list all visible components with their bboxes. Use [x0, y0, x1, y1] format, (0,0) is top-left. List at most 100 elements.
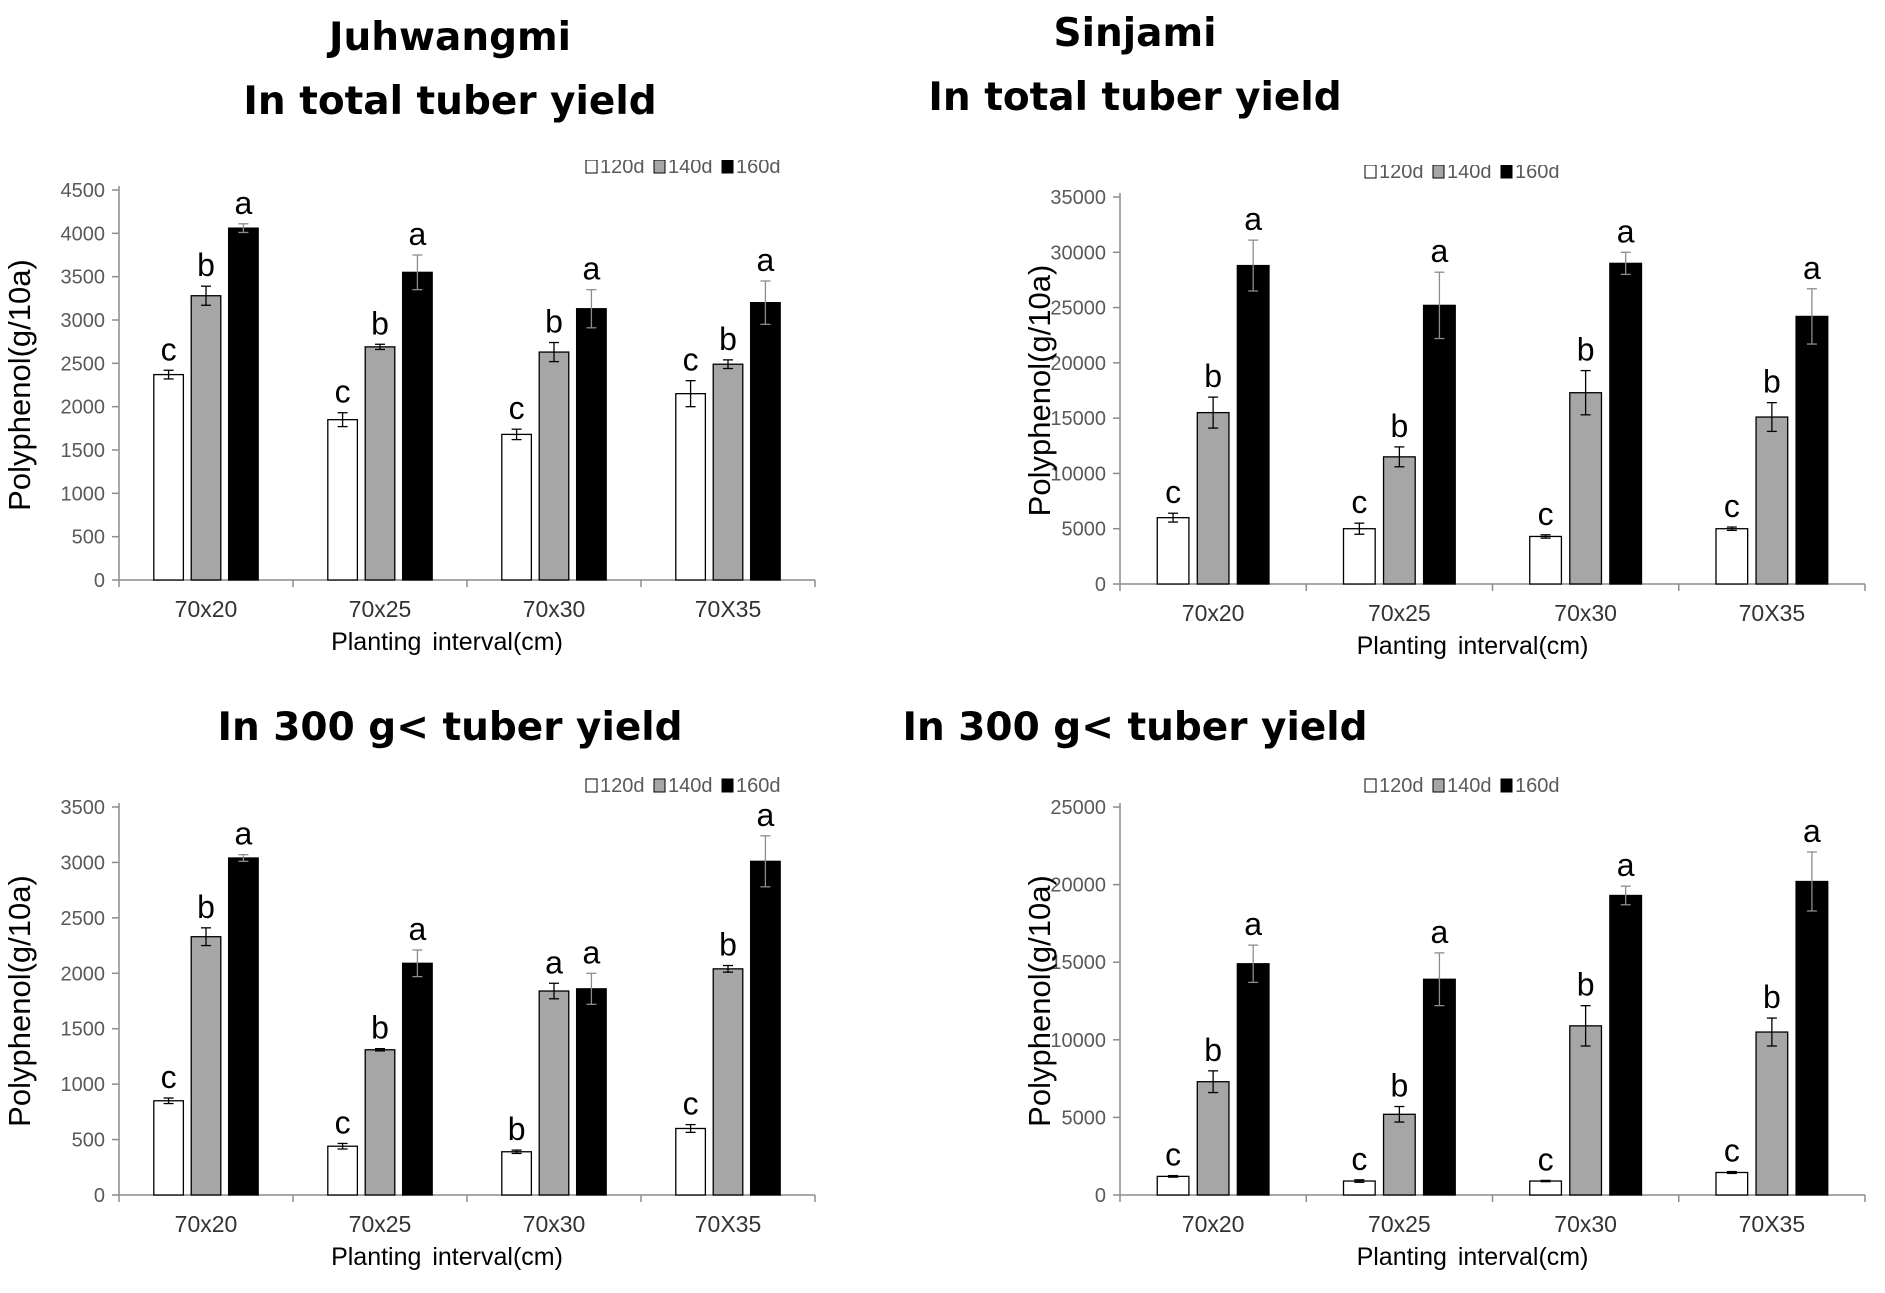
col-title-sinjami: Sinjami [1053, 11, 1217, 56]
x-tick-label: 70x30 [1554, 1211, 1617, 1237]
bar-140d-70x25 [1382, 456, 1416, 585]
bar-120d-70x25 [1342, 1180, 1376, 1196]
y-axis-label: Polyphenol(g/10a) [2, 259, 37, 511]
y-tick-label: 0 [1095, 1185, 1106, 1207]
bar-120d-70x20 [1156, 517, 1190, 585]
significance-letter: b [1577, 967, 1595, 1003]
y-axis-label: Polyphenol(g/10a) [1022, 875, 1057, 1127]
bar-140d-70x20 [1196, 411, 1230, 585]
significance-letter: a [1803, 250, 1821, 286]
bar-120d-70x20 [153, 1100, 185, 1196]
x-tick-label: 70x20 [1182, 600, 1245, 626]
x-tick-label: 70X35 [695, 1211, 762, 1237]
x-tick-label: 70x20 [175, 1211, 238, 1237]
significance-letter: a [235, 185, 253, 221]
juhwangmi-300g-yield-chart: 0 500 1000 1500 2000 2500 3000 3500 c b a 70x20 c b a 7… [2, 775, 816, 1271]
panel-title-sinjami-total: In total tuber yield [928, 75, 1342, 120]
significance-letter: b [1763, 364, 1781, 400]
significance-letter: b [197, 247, 215, 283]
x-axis-label: Planting interval(cm) [1357, 632, 1589, 660]
legend-swatch-120d [585, 778, 598, 793]
legend-label-120d: 120d [1379, 165, 1424, 183]
significance-letter: a [1244, 906, 1262, 942]
y-tick-label: 20000 [1050, 875, 1106, 897]
panel-title-juhwangmi-300g: In 300 g< tuber yield [217, 705, 683, 750]
significance-letter: b [508, 1111, 526, 1147]
bar-160d-70x25 [401, 962, 433, 1196]
bar-120d-70x30 [501, 433, 533, 581]
significance-letter: a [757, 797, 775, 833]
y-tick-label: 15000 [1050, 408, 1106, 430]
y-tick-label: 0 [1095, 574, 1106, 596]
significance-letter: b [1204, 358, 1222, 394]
y-tick-label: 0 [94, 1185, 105, 1207]
significance-letter: c [1165, 474, 1181, 510]
bar-140d-70X35 [1755, 416, 1789, 585]
y-tick-label: 5000 [1062, 519, 1107, 541]
y-tick-label: 0 [94, 570, 105, 592]
legend-label-140d: 140d [1447, 165, 1492, 183]
x-tick-label: 70X35 [1739, 1211, 1806, 1237]
bar-140d-70x20 [190, 295, 222, 581]
bar-140d-70X35 [712, 968, 744, 1196]
legend-swatch-140d [653, 778, 666, 793]
significance-letter: b [719, 927, 737, 963]
y-tick-label: 3500 [61, 267, 106, 289]
bar-120d-70x25 [327, 1145, 359, 1196]
bar-120d-70x30 [1529, 1180, 1563, 1196]
y-tick-label: 15000 [1050, 952, 1106, 974]
significance-letter: c [683, 342, 699, 378]
y-tick-label: 500 [72, 527, 105, 549]
bar-160d-70x25 [1422, 304, 1456, 585]
bar-160d-70x25 [401, 271, 433, 581]
y-tick-label: 1500 [61, 440, 106, 462]
y-tick-label: 20000 [1050, 353, 1106, 375]
x-tick-label: 70x25 [349, 1211, 412, 1237]
significance-letter: a [1431, 233, 1449, 269]
bar-120d-70X35 [675, 1127, 707, 1196]
significance-letter: b [197, 889, 215, 925]
significance-letter: a [1803, 813, 1821, 849]
panel-title-sinjami-300g: In 300 g< tuber yield [902, 705, 1368, 750]
significance-letter: b [1390, 408, 1408, 444]
legend-label-120d: 120d [600, 775, 645, 797]
x-axis-label: Planting interval(cm) [331, 628, 563, 656]
significance-letter: a [1244, 201, 1262, 237]
bar-160d-70X35 [1795, 315, 1829, 585]
bar-160d-70x30 [575, 988, 607, 1196]
significance-letter: c [1165, 1137, 1181, 1173]
legend-label-140d: 140d [1447, 775, 1492, 797]
x-tick-label: 70x30 [523, 1211, 586, 1237]
significance-letter: c [1538, 496, 1554, 532]
y-tick-label: 4500 [61, 180, 106, 202]
bar-160d-70X35 [1795, 880, 1829, 1196]
y-tick-label: 2000 [61, 397, 106, 419]
y-tick-label: 3500 [61, 797, 106, 819]
y-tick-label: 10000 [1050, 1030, 1106, 1052]
significance-letter: c [161, 1059, 177, 1095]
x-axis-label: Planting interval(cm) [1357, 1243, 1589, 1271]
legend-label-120d: 120d [1379, 775, 1424, 797]
legend-label-160d: 160d [1515, 165, 1560, 183]
significance-letter: a [409, 216, 427, 252]
bar-140d-70x20 [190, 936, 222, 1196]
y-tick-label: 30000 [1050, 242, 1106, 264]
bar-160d-70x30 [575, 308, 607, 581]
y-tick-label: 2500 [61, 908, 106, 930]
significance-letter: c [1351, 1141, 1367, 1177]
significance-letter: c [1351, 484, 1367, 520]
bar-140d-70X35 [712, 363, 744, 581]
y-tick-label: 1000 [61, 483, 106, 505]
significance-letter: c [335, 374, 351, 410]
y-axis-label: Polyphenol(g/10a) [1022, 265, 1057, 517]
x-axis-label: Planting interval(cm) [331, 1243, 563, 1271]
legend-swatch-140d [1432, 778, 1445, 793]
significance-letter: a [235, 816, 253, 852]
juhwangmi-total-yield-chart: 050010001500200025003000350040004500cba7… [2, 160, 816, 656]
significance-letter: c [683, 1086, 699, 1122]
significance-letter: a [1617, 213, 1635, 249]
legend-swatch-160d [1500, 778, 1513, 793]
sinjami-300g-yield-chart: 0 5000 10000 15000 20000 25000 c b a 70x20 c b a 70x2… [1022, 775, 1866, 1271]
bar-120d-70x30 [501, 1151, 533, 1196]
x-tick-label: 70x25 [349, 596, 412, 622]
